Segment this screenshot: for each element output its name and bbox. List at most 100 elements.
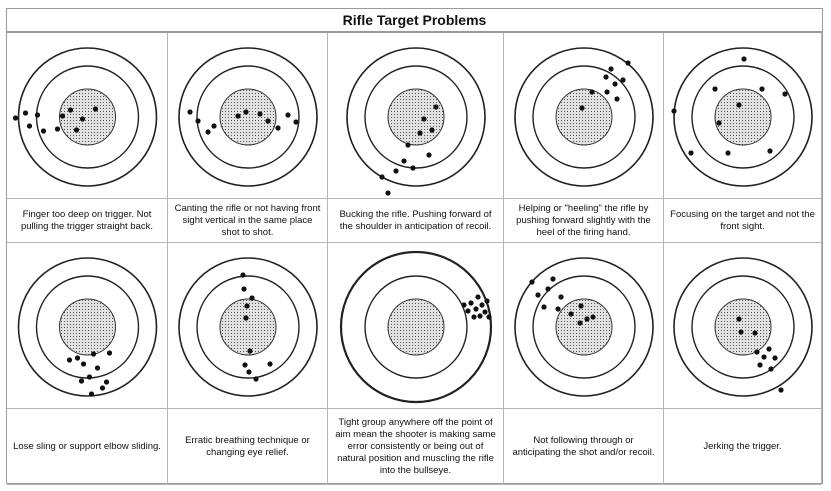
bullseye	[714, 88, 772, 146]
shot-hole	[54, 126, 61, 132]
shot-hole	[741, 56, 747, 62]
shot-hole	[247, 348, 253, 354]
shot-hole	[187, 109, 193, 115]
shot-hole	[410, 165, 416, 171]
target-svg	[178, 257, 318, 397]
shot-hole	[74, 355, 81, 361]
page-title: Rifle Target Problems	[6, 8, 823, 32]
target-caption: Canting the rifle or not having front si…	[168, 199, 328, 243]
shot-hole	[475, 294, 481, 300]
shot-hole	[477, 313, 483, 319]
shot-hole	[80, 361, 87, 367]
shot-hole	[612, 81, 618, 87]
bullseye	[59, 298, 116, 356]
target-caption: Erratic breathing technique or changing …	[168, 409, 328, 485]
shot-hole	[253, 376, 259, 382]
shot-hole	[405, 142, 411, 148]
shot-hole	[529, 279, 535, 285]
target-svg	[178, 47, 318, 187]
shot-hole	[243, 109, 249, 115]
target-caption: Helping or "heeling" the rifle by pushin…	[504, 199, 664, 243]
target-diagram	[664, 243, 822, 409]
shot-hole	[782, 91, 788, 97]
shot-hole	[768, 366, 774, 372]
target-diagram	[168, 33, 328, 199]
shot-hole	[285, 112, 291, 118]
shot-hole	[267, 361, 273, 367]
shot-hole	[541, 304, 547, 310]
target-svg	[514, 257, 654, 397]
target-diagram	[664, 33, 822, 199]
shot-hole	[249, 295, 255, 301]
shot-hole	[736, 102, 742, 108]
shot-hole	[103, 379, 110, 385]
shot-hole	[34, 112, 41, 118]
shot-hole	[67, 107, 74, 113]
target-diagram	[504, 33, 664, 199]
shot-hole	[590, 314, 596, 320]
shot-hole	[577, 320, 583, 326]
shot-hole	[293, 119, 299, 125]
shot-hole	[73, 127, 80, 133]
shot-hole	[738, 329, 744, 335]
shot-hole	[26, 123, 33, 129]
shot-hole	[59, 113, 66, 119]
shot-hole	[752, 330, 758, 336]
shot-hole	[393, 168, 399, 174]
shot-hole	[106, 350, 113, 356]
target-diagram	[7, 33, 168, 199]
target-diagram	[504, 243, 664, 409]
shot-hole	[417, 130, 423, 136]
shot-hole	[243, 315, 249, 321]
target-svg	[514, 47, 654, 187]
shot-hole	[473, 306, 479, 312]
shot-hole	[257, 111, 263, 117]
shot-hole	[603, 74, 609, 80]
target-grid: Finger too deep on trigger. Not pulling …	[6, 32, 823, 485]
shot-hole	[468, 300, 474, 306]
shot-hole	[579, 105, 585, 111]
bullseye	[555, 88, 613, 146]
shot-hole	[584, 316, 590, 322]
shot-hole	[379, 174, 385, 180]
shot-hole	[205, 129, 211, 135]
shot-hole	[211, 123, 217, 129]
target-caption: Tight group anywhere off the point of ai…	[328, 409, 504, 485]
target-caption: Focusing on the target and not the front…	[664, 199, 822, 243]
shot-hole	[94, 365, 101, 371]
shot-hole	[265, 118, 271, 124]
shot-hole	[12, 115, 19, 121]
target-diagram	[7, 243, 168, 409]
target-caption: Jerking the trigger.	[664, 409, 822, 485]
shot-hole	[550, 276, 556, 282]
bullseye	[387, 88, 445, 146]
shot-hole	[712, 86, 718, 92]
shot-hole	[754, 349, 760, 355]
target-diagram	[328, 243, 504, 409]
shot-hole	[772, 355, 778, 361]
bullseye	[387, 298, 445, 356]
shot-hole	[385, 190, 391, 196]
shot-hole	[246, 369, 252, 375]
shot-hole	[558, 294, 564, 300]
shot-hole	[671, 108, 677, 114]
shot-hole	[235, 113, 241, 119]
target-diagram	[168, 243, 328, 409]
shot-hole	[88, 391, 95, 397]
shot-hole	[40, 128, 47, 134]
shot-hole	[421, 116, 427, 122]
bullseye	[59, 88, 116, 146]
shot-hole	[99, 385, 106, 391]
shot-hole	[401, 158, 407, 164]
shot-hole	[716, 120, 722, 126]
bullseye	[555, 298, 613, 356]
shot-hole	[725, 150, 731, 156]
shot-hole	[465, 308, 471, 314]
shot-hole	[482, 309, 488, 315]
shot-hole	[484, 298, 490, 304]
target-svg	[673, 257, 813, 397]
shot-hole	[479, 302, 485, 308]
shot-hole	[761, 354, 767, 360]
shot-hole	[244, 303, 250, 309]
